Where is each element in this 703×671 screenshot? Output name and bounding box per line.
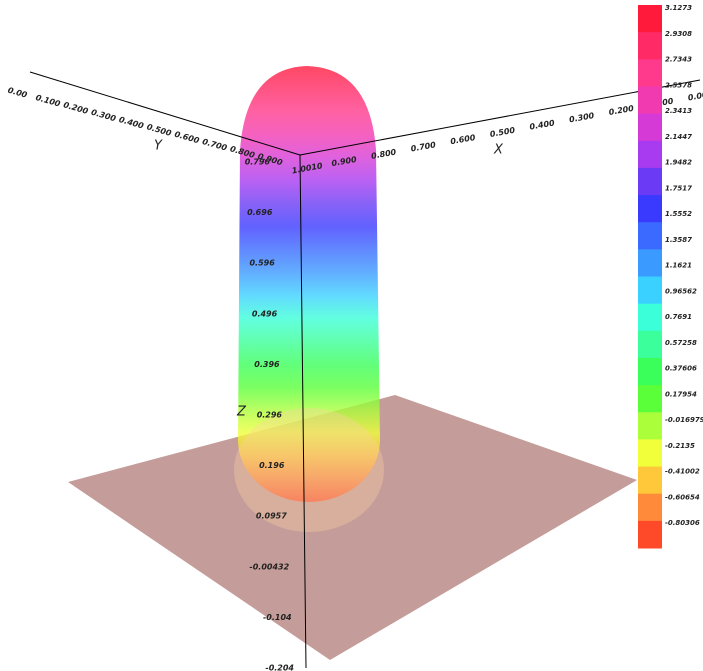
cylinder-base	[234, 408, 384, 532]
z-tick-label: 0.0957	[256, 512, 287, 521]
z-tick-label: 0.396	[254, 360, 280, 369]
colorbar-label: 1.3587	[665, 236, 692, 244]
colorbar-label: -0.016979	[665, 416, 703, 424]
colorbar-band	[638, 466, 662, 495]
z-tick-label: 0.496	[252, 309, 278, 318]
z-tick-label: 0.196	[259, 461, 285, 470]
colorbar-band	[638, 249, 662, 277]
colorbar-label: 1.9482	[665, 159, 692, 167]
z-tick-label: -0.204	[265, 664, 294, 671]
colorbar-band	[638, 357, 662, 386]
colorbar-band	[638, 59, 662, 87]
colorbar-band	[638, 493, 662, 522]
x-tick-label: 0.00	[687, 90, 703, 102]
y-tick-label: 0.300	[90, 108, 117, 124]
z-axis-title: Z	[236, 405, 247, 420]
colorbar-label: 0.17954	[665, 390, 697, 398]
colorbar-band	[638, 167, 662, 196]
colorbar-label: 2.3413	[665, 107, 692, 115]
y-tick-label: 0.100	[35, 93, 62, 109]
colorbar-band	[638, 140, 662, 169]
z-tick-label: 0.596	[249, 259, 275, 268]
colorbar-label: 0.7691	[665, 313, 692, 321]
x-tick-label: 0.600	[450, 133, 477, 146]
colorbar-band	[638, 32, 662, 60]
colorbar-label: -0.2135	[665, 442, 695, 450]
colorbar-band	[638, 113, 662, 142]
colorbar-label: 1.7517	[665, 184, 692, 192]
colorbar-label: 0.57258	[665, 339, 697, 347]
z-axis	[299, 154, 307, 669]
base-plane	[68, 395, 637, 660]
colorbar-label: 2.7343	[665, 56, 692, 64]
colorbar-band	[638, 385, 662, 413]
z-tick-label: 0.296	[257, 411, 283, 420]
colorbar-band	[638, 439, 662, 468]
colorbar-label: 1.5552	[665, 210, 692, 218]
x-tick-label: 0.300	[568, 111, 595, 124]
z-tick-label: 0.696	[247, 208, 273, 217]
y-tick-label: 0.200	[62, 100, 89, 116]
colorbar-band	[638, 86, 662, 115]
colorbar-label: -0.41002	[665, 468, 700, 476]
colorbar-band	[638, 303, 662, 332]
surface	[238, 66, 380, 502]
x-tick-label: 0.400	[529, 118, 556, 131]
cylinder	[238, 66, 380, 502]
x-tick-label: 0.200	[608, 104, 635, 117]
colorbar-label: -0.60654	[665, 493, 700, 501]
colorbar-label: 2.1447	[665, 133, 692, 141]
y-axis	[29, 71, 301, 156]
colorbar-band	[638, 276, 662, 305]
y-tick-label: 0.600	[173, 130, 200, 146]
x-tick-label: 0.700	[410, 140, 437, 153]
colorbar-band	[638, 222, 662, 250]
x-tick-label: 0.500	[489, 126, 516, 139]
x-tick-label: 0.900	[331, 155, 358, 168]
colorbar-label: 0.96562	[665, 287, 697, 295]
x-axis-title: X	[493, 143, 504, 158]
colorbar-band	[638, 5, 662, 33]
colorbar-band	[638, 195, 662, 223]
colorbar-label: -0.80306	[665, 519, 700, 527]
colorbar-band	[638, 520, 662, 549]
y-tick-label: 0.700	[201, 137, 228, 153]
colorbar-label: 0.37606	[665, 365, 697, 373]
axes	[29, 71, 701, 669]
z-tick-label: -0.104	[263, 613, 292, 622]
colorbar-band	[638, 330, 662, 359]
colorbar-label: 2.5378	[665, 81, 692, 89]
y-tick-label: 0.00	[7, 86, 29, 100]
z-tick-label: 0.796	[245, 158, 271, 167]
x-tick-label: 0.800	[370, 147, 397, 160]
z-tick-label: -0.00432	[249, 562, 289, 571]
colorbar-band	[638, 412, 662, 440]
x-axis	[299, 79, 701, 156]
y-tick-label: 0.500	[146, 122, 173, 138]
y-axis-title: Y	[154, 139, 163, 154]
colorbar-label: 1.1621	[665, 262, 692, 270]
y-tick-label: 0.400	[118, 115, 145, 131]
colorbar-label: 3.1273	[665, 4, 692, 12]
colorbar-label: 2.9308	[665, 30, 692, 38]
